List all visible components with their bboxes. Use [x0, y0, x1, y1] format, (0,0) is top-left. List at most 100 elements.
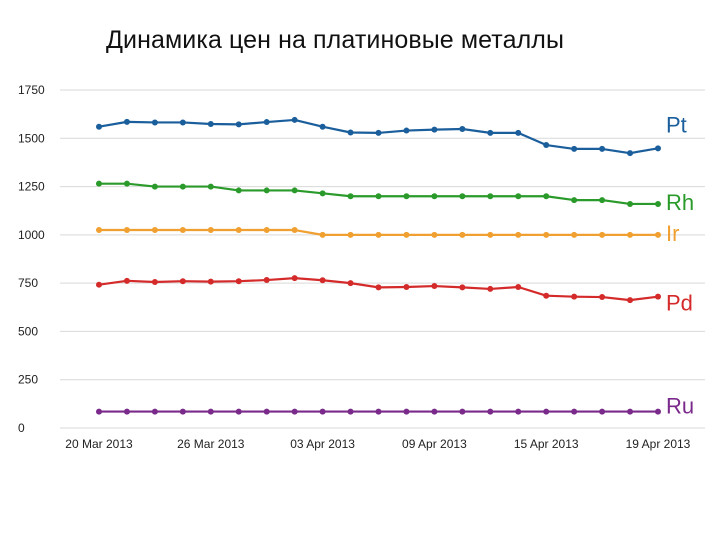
data-point[interactable]: [235, 187, 242, 194]
data-point[interactable]: [207, 120, 214, 127]
data-point[interactable]: [319, 277, 326, 284]
data-point[interactable]: [207, 278, 214, 285]
data-point[interactable]: [319, 190, 326, 197]
data-point[interactable]: [543, 292, 550, 299]
data-point[interactable]: [571, 231, 578, 238]
data-point[interactable]: [487, 193, 494, 200]
data-point[interactable]: [599, 197, 606, 204]
data-point[interactable]: [375, 193, 382, 200]
data-point[interactable]: [207, 227, 214, 234]
data-point[interactable]: [347, 129, 354, 136]
data-point[interactable]: [403, 284, 410, 291]
data-point[interactable]: [655, 200, 661, 207]
data-point[interactable]: [235, 278, 242, 285]
data-point[interactable]: [179, 183, 186, 190]
data-point[interactable]: [96, 281, 102, 288]
data-point[interactable]: [263, 187, 270, 194]
data-point[interactable]: [151, 227, 158, 234]
data-point[interactable]: [655, 231, 661, 238]
data-point[interactable]: [459, 126, 466, 133]
data-point[interactable]: [207, 183, 214, 190]
data-point[interactable]: [151, 183, 158, 190]
data-point[interactable]: [459, 231, 466, 238]
data-point[interactable]: [487, 129, 494, 136]
data-point[interactable]: [599, 145, 606, 152]
data-point[interactable]: [543, 193, 550, 200]
data-point[interactable]: [403, 127, 410, 134]
data-point[interactable]: [627, 150, 634, 157]
data-point[interactable]: [655, 408, 661, 415]
data-point[interactable]: [627, 231, 634, 238]
data-point[interactable]: [179, 408, 186, 415]
data-point[interactable]: [263, 119, 270, 126]
data-point[interactable]: [179, 227, 186, 234]
data-point[interactable]: [571, 408, 578, 415]
data-point[interactable]: [431, 283, 438, 290]
data-point[interactable]: [96, 123, 102, 130]
data-point[interactable]: [431, 126, 438, 133]
data-point[interactable]: [515, 129, 522, 136]
data-point[interactable]: [515, 231, 522, 238]
data-point[interactable]: [655, 293, 661, 300]
data-point[interactable]: [627, 408, 634, 415]
data-point[interactable]: [263, 277, 270, 284]
data-point[interactable]: [207, 408, 214, 415]
data-point[interactable]: [123, 277, 130, 284]
data-point[interactable]: [291, 408, 298, 415]
data-point[interactable]: [291, 275, 298, 282]
data-point[interactable]: [627, 297, 634, 304]
data-point[interactable]: [96, 227, 102, 234]
data-point[interactable]: [459, 284, 466, 291]
data-point[interactable]: [599, 231, 606, 238]
data-point[interactable]: [375, 231, 382, 238]
data-point[interactable]: [319, 231, 326, 238]
data-point[interactable]: [403, 408, 410, 415]
data-point[interactable]: [571, 145, 578, 152]
data-point[interactable]: [179, 278, 186, 285]
data-point[interactable]: [431, 231, 438, 238]
data-point[interactable]: [375, 129, 382, 136]
data-point[interactable]: [96, 180, 102, 187]
data-point[interactable]: [599, 294, 606, 301]
data-point[interactable]: [263, 408, 270, 415]
data-point[interactable]: [459, 193, 466, 200]
data-point[interactable]: [235, 121, 242, 128]
data-point[interactable]: [123, 408, 130, 415]
data-point[interactable]: [151, 119, 158, 126]
data-point[interactable]: [487, 231, 494, 238]
data-point[interactable]: [571, 293, 578, 300]
data-point[interactable]: [347, 193, 354, 200]
data-point[interactable]: [319, 408, 326, 415]
data-point[interactable]: [263, 227, 270, 234]
data-point[interactable]: [291, 227, 298, 234]
data-point[interactable]: [515, 408, 522, 415]
data-point[interactable]: [347, 408, 354, 415]
data-point[interactable]: [151, 278, 158, 285]
data-point[interactable]: [347, 231, 354, 238]
data-point[interactable]: [96, 408, 102, 415]
data-point[interactable]: [431, 193, 438, 200]
data-point[interactable]: [431, 408, 438, 415]
data-point[interactable]: [403, 231, 410, 238]
data-point[interactable]: [319, 123, 326, 130]
data-point[interactable]: [627, 200, 634, 207]
data-point[interactable]: [375, 408, 382, 415]
data-point[interactable]: [375, 284, 382, 291]
data-point[interactable]: [123, 227, 130, 234]
data-point[interactable]: [179, 119, 186, 126]
data-point[interactable]: [123, 180, 130, 187]
data-point[interactable]: [487, 408, 494, 415]
data-point[interactable]: [655, 145, 661, 152]
data-point[interactable]: [571, 197, 578, 204]
data-point[interactable]: [347, 280, 354, 287]
data-point[interactable]: [515, 284, 522, 291]
data-point[interactable]: [123, 118, 130, 125]
data-point[interactable]: [599, 408, 606, 415]
data-point[interactable]: [487, 285, 494, 292]
data-point[interactable]: [291, 116, 298, 123]
data-point[interactable]: [543, 142, 550, 149]
data-point[interactable]: [151, 408, 158, 415]
data-point[interactable]: [235, 408, 242, 415]
data-point[interactable]: [543, 231, 550, 238]
data-point[interactable]: [235, 227, 242, 234]
